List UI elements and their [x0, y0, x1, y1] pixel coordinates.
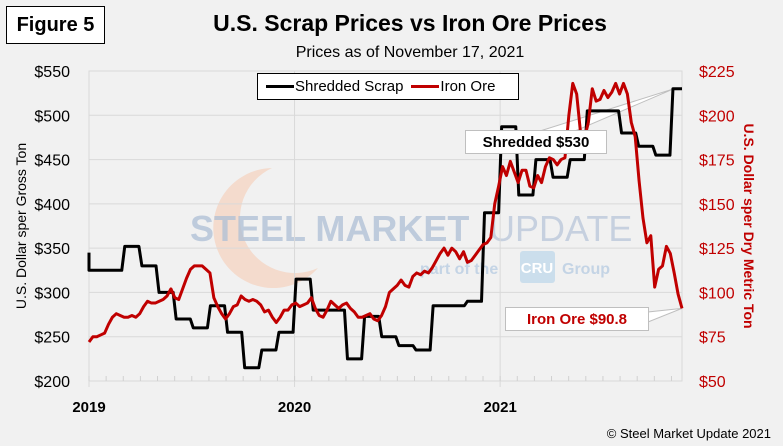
watermark-tagline-post: Group [562, 261, 610, 278]
y-tick-label-right: $150 [699, 197, 735, 214]
y-axis-left-ticks: $200 $250 $300 $350 $400 $450 $500 $550 [34, 64, 70, 391]
callout-iron-ore: Iron Ore $90.8 [505, 307, 649, 331]
chart-subtitle: Prices as of November 17, 2021 [295, 44, 525, 61]
watermark-cru-text: CRU [521, 260, 554, 277]
watermark: STEEL MARKET UPDATE part of the CRU Grou… [190, 168, 632, 288]
y-tick-label-left: $250 [34, 330, 70, 347]
y-tick-label-right: $125 [699, 241, 735, 258]
legend-label-scrap: Shredded Scrap [295, 78, 404, 95]
y-tick-label-right: $50 [699, 374, 726, 391]
watermark-swoosh [213, 168, 318, 288]
y-tick-label-right: $175 [699, 153, 735, 170]
axes [88, 376, 672, 381]
callout-scrap: Shredded $530 [465, 130, 607, 154]
figure-label: Figure 5 [6, 6, 105, 44]
x-axis-ticks: 2019 2020 2021 [72, 399, 517, 416]
callout-ore-pointer [647, 307, 683, 323]
watermark-cru-badge [520, 251, 555, 283]
y-tick-label-right: $200 [699, 108, 735, 125]
y-tick-label-right: $100 [699, 285, 735, 302]
legend-label-ore: Iron Ore [440, 78, 496, 95]
y-tick-label-right: $75 [699, 330, 726, 347]
y-axis-left-label: U.S. Dollar sper Gross Ton [13, 143, 29, 309]
copyright: © Steel Market Update 2021 [606, 426, 771, 441]
legend-swatch-ore [411, 85, 440, 88]
watermark-brand-bold: STEEL MARKET [190, 208, 469, 249]
y-tick-label-left: $300 [34, 285, 70, 302]
y-tick-label-right: $225 [699, 64, 735, 81]
y-axis-right-ticks: $50 $75 $100 $125 $150 $175 $200 $225 [699, 64, 735, 391]
y-tick-label-left: $400 [34, 197, 70, 214]
y-tick-label-left: $450 [34, 153, 70, 170]
x-tick-label: 2019 [72, 399, 105, 416]
y-axis-right-label: U.S. Dollar sper Dry Metric Ton [741, 123, 757, 328]
legend-swatch-scrap [266, 85, 294, 88]
x-tick-label: 2021 [483, 399, 516, 416]
watermark-tagline-pre: part of the [420, 261, 498, 278]
y-tick-label-left: $200 [34, 374, 70, 391]
y-tick-label-left: $500 [34, 108, 70, 125]
watermark-brand-light: UPDATE [489, 208, 632, 249]
x-tick-label: 2020 [278, 399, 311, 416]
callout-pointers [539, 88, 683, 323]
legend: Shredded Scrap Iron Ore [257, 73, 519, 100]
y-tick-label-left: $350 [34, 241, 70, 258]
y-tick-label-left: $550 [34, 64, 70, 81]
chart-title: U.S. Scrap Prices vs Iron Ore Prices [213, 10, 607, 36]
